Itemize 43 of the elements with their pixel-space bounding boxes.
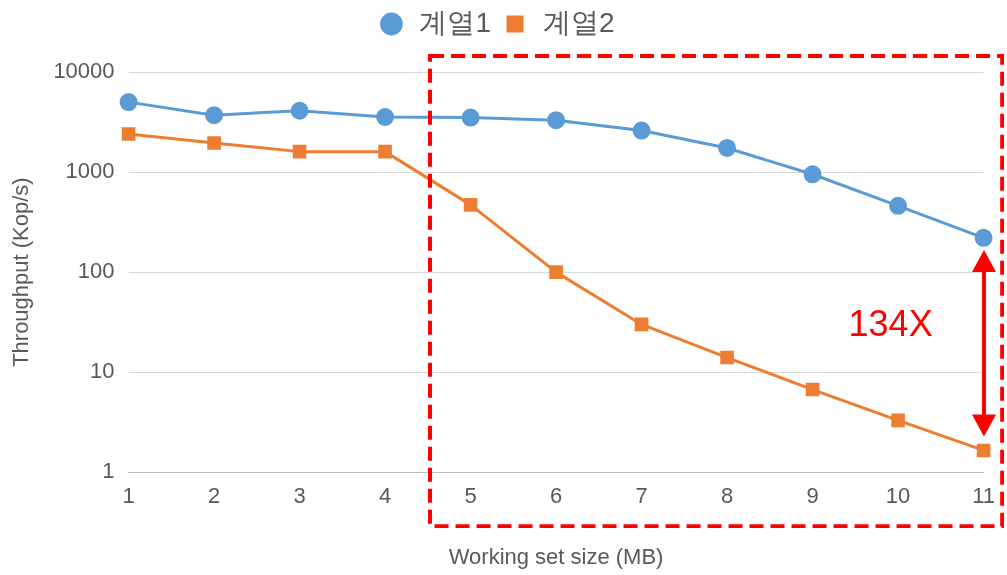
x-tick-label: 9 [806, 483, 819, 509]
x-tick-label: 1 [122, 483, 135, 509]
point [378, 144, 392, 159]
point [718, 138, 737, 157]
x-tick-label: 3 [293, 483, 306, 509]
point [974, 228, 993, 247]
legend-label: 계열1 [419, 6, 492, 38]
y-tick-label: 100 [77, 258, 115, 284]
point [976, 443, 991, 458]
x-tick-label: 11 [972, 483, 995, 509]
point [547, 111, 566, 130]
annotation: 134X [848, 303, 933, 346]
point [720, 350, 734, 365]
point [803, 165, 822, 184]
x-tick-label: 8 [720, 483, 734, 509]
point [207, 136, 221, 150]
point [121, 127, 136, 141]
point [119, 93, 138, 112]
point [549, 265, 563, 279]
y-tick-label: 1000 [65, 158, 115, 184]
point [891, 413, 905, 428]
point [290, 101, 309, 120]
y-tick-label: 10 [90, 358, 115, 384]
x-tick-label: 5 [464, 483, 477, 509]
x-tick-label: 4 [378, 483, 392, 509]
y-axis-title: Throughput (Kop/s) [8, 177, 34, 367]
point [463, 198, 478, 212]
point [634, 317, 649, 332]
legend-label: 계열2 [543, 6, 615, 38]
point [205, 106, 224, 125]
y-tick-label: 1 [102, 458, 115, 484]
point [461, 108, 480, 127]
x-axis-title: Working set size (MB) [448, 543, 664, 569]
point [632, 121, 651, 140]
x-tick-label: 2 [207, 483, 221, 509]
x-tick-label: 7 [635, 483, 648, 509]
point [889, 196, 908, 215]
x-tick-label: 6 [549, 483, 563, 509]
point [376, 108, 395, 126]
point [805, 382, 820, 397]
point [292, 144, 307, 159]
y-tick-label: 10000 [53, 58, 115, 84]
x-tick-label: 10 [885, 483, 911, 509]
